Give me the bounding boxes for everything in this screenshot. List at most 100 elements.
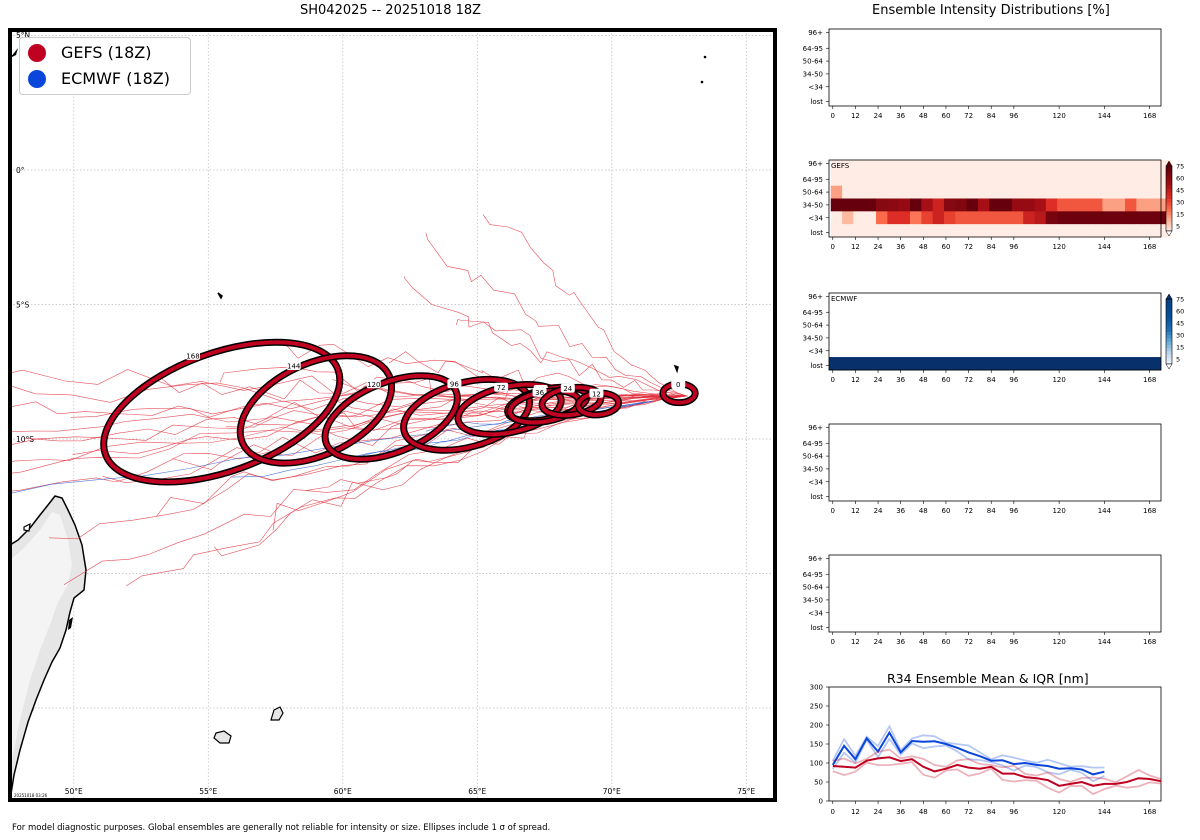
colorbar-tick: 75 — [1176, 163, 1184, 171]
heat-cell — [1102, 160, 1115, 174]
y-tick-label: <34 — [808, 609, 823, 617]
heat-cell — [977, 185, 990, 199]
heat-cell — [1023, 198, 1035, 212]
heat-cell — [1102, 172, 1115, 186]
heat-cell — [943, 160, 956, 174]
y-tick-label: <34 — [808, 83, 823, 91]
colorbar-step — [1166, 302, 1172, 306]
ellipse-label-bg — [671, 379, 686, 389]
empty-panel-1: 96+ 64-95 50-64 34-50 <34 lost 0 12 24 36 48 60 72 84… — [803, 28, 1162, 120]
x-tick-label: 48 — [919, 243, 928, 251]
colorbar-step — [1166, 321, 1172, 326]
colorbar-arrow — [1165, 160, 1173, 167]
x-tick-label: 36 — [896, 376, 905, 384]
heat-cell — [1000, 211, 1013, 225]
x-tick-label: 120 — [1052, 808, 1065, 816]
heat-cell — [932, 160, 945, 174]
x-tick-label: 12 — [851, 243, 860, 251]
colorbar-step — [1166, 357, 1172, 362]
x-tick-label: 96 — [1009, 376, 1018, 384]
colorbar-step — [1166, 328, 1172, 332]
x-tick-label: 24 — [874, 808, 883, 816]
colorbar-tick: 60 — [1176, 308, 1184, 316]
y-tick-label: 96+ — [808, 424, 823, 432]
heat-cell — [1000, 160, 1013, 174]
y-tick-label: <34 — [808, 347, 823, 355]
gefs-member-track — [403, 276, 688, 397]
heat-cell — [830, 172, 843, 186]
heat-cell — [1034, 224, 1047, 238]
lat-tick-label: 0° — [16, 166, 25, 175]
heat-cell — [1125, 160, 1137, 174]
x-tick-label: 12 — [851, 638, 860, 646]
colorbar-step — [1166, 185, 1172, 190]
heat-cell — [966, 185, 979, 199]
heat-cell — [1125, 172, 1137, 186]
heat-cell — [1079, 211, 1092, 225]
heat-cell — [1045, 211, 1058, 225]
y-tick-label: lost — [810, 362, 823, 370]
ecmwf-heatmap-panel: 75 60 45 30 15 5 ECMWF 96+ 64-95 50-64 34-50 <34 los… — [803, 292, 1184, 384]
x-tick-label: 120 — [1052, 638, 1065, 646]
heat-cell — [1147, 185, 1160, 199]
y-tick-label: 100 — [810, 760, 823, 768]
heat-cell — [1023, 160, 1035, 174]
heat-cell — [1147, 198, 1160, 212]
heat-cell — [898, 211, 911, 225]
colorbar-step — [1166, 205, 1172, 209]
x-tick-label: 36 — [896, 638, 905, 646]
uncertainty-ellipses: 1681441209672483624120 — [100, 338, 699, 486]
x-tick-label: 12 — [851, 112, 860, 120]
y-tick-label: 150 — [810, 741, 823, 749]
heat-cell — [989, 198, 1002, 212]
y-tick-label: <34 — [808, 478, 823, 486]
heat-cell — [1034, 211, 1047, 225]
x-tick-label: 60 — [941, 243, 950, 251]
colorbar-step — [1166, 338, 1172, 342]
lat-tick-label: 10°S — [16, 435, 34, 444]
ellipse-label: 72 — [497, 384, 506, 392]
empty-panel-2: 96+ 64-95 50-64 34-50 <34 lost 0 12 24 36 48 60 72 84… — [803, 423, 1162, 515]
heat-cell — [1057, 224, 1069, 238]
panel-background — [829, 555, 1161, 632]
x-tick-label: 72 — [964, 376, 973, 384]
x-tick-label: 48 — [919, 112, 928, 120]
heat-cell — [1113, 172, 1126, 186]
heat-cell — [830, 198, 843, 212]
y-tick-label: 96+ — [808, 555, 823, 563]
panel-frame — [828, 423, 1162, 502]
x-tick-label: 36 — [896, 243, 905, 251]
heat-cell — [955, 160, 968, 174]
map-legend: GEFS (18Z) ECMWF (18Z) — [19, 37, 191, 95]
heat-cell — [1079, 198, 1092, 212]
heat-cell — [887, 172, 900, 186]
x-tick-label: 84 — [987, 808, 996, 816]
heat-cell — [1136, 160, 1149, 174]
heat-cell — [1091, 198, 1103, 212]
x-tick-label: 84 — [987, 112, 996, 120]
heat-cell — [910, 185, 922, 199]
heat-cell — [1136, 185, 1149, 199]
x-tick-label: 24 — [874, 507, 883, 515]
x-tick-label: 36 — [896, 507, 905, 515]
heat-cell — [921, 172, 934, 186]
x-tick-label: 36 — [896, 112, 905, 120]
heat-cell — [1091, 185, 1103, 199]
y-tick-label: 34-50 — [803, 201, 823, 209]
x-tick-label: 168 — [1143, 112, 1156, 120]
heat-cell — [1113, 198, 1126, 212]
heat-cell — [830, 211, 843, 225]
heat-cell — [932, 172, 945, 186]
colorbar: 75 60 45 30 15 5 — [1165, 293, 1184, 370]
heat-cell — [1125, 198, 1137, 212]
ellipse-label: 36 — [535, 389, 544, 397]
heat-cell — [1136, 172, 1149, 186]
track-map: 5°N0°5°S10°S15°S20°S50°E55°E60°E65°E70°E… — [8, 28, 777, 802]
lat-tick-label: 5°N — [16, 31, 30, 40]
heat-cell — [1147, 211, 1160, 225]
heat-cell — [910, 198, 922, 212]
heat-cell — [1000, 185, 1013, 199]
heat-cell — [1057, 198, 1069, 212]
small-island — [68, 617, 73, 630]
x-tick-label: 48 — [919, 507, 928, 515]
